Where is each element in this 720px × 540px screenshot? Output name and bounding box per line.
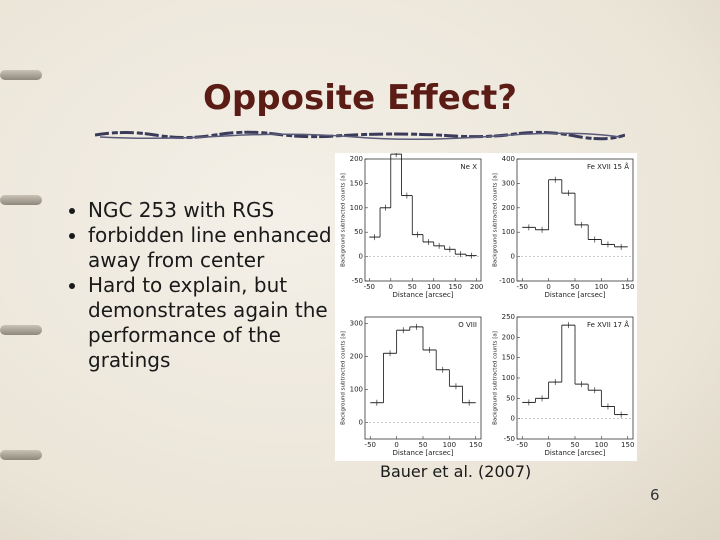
y-tick-label: 200: [502, 204, 515, 212]
panel-label: Fe XVII 15 Å: [587, 162, 629, 171]
y-tick-label: 300: [350, 320, 363, 328]
y-tick-label: 100: [350, 386, 363, 394]
y-tick-label: 200: [350, 353, 363, 361]
y-tick-label: 100: [350, 204, 363, 212]
y-tick-label: 100: [502, 374, 515, 382]
y-tick-label: 0: [511, 253, 515, 261]
x-tick-label: 150: [621, 283, 634, 291]
x-tick-label: 50: [419, 441, 428, 449]
x-tick-label: 0: [389, 283, 393, 291]
y-tick-label: 200: [350, 155, 363, 163]
y-tick-label: 250: [502, 313, 515, 321]
page-number: 6: [650, 486, 660, 504]
x-tick-label: 150: [449, 283, 462, 291]
x-tick-label: -50: [364, 283, 375, 291]
bullet: forbidden line enhanced away from center: [88, 223, 350, 273]
y-tick-label: 400: [502, 155, 515, 163]
y-tick-label: 0: [511, 415, 515, 423]
binder-hole: [0, 325, 42, 335]
x-tick-label: 0: [546, 283, 550, 291]
binder-hole: [0, 70, 42, 80]
bullet: Hard to explain, but demonstrates again …: [88, 273, 350, 373]
x-tick-label: 100: [443, 441, 456, 449]
x-axis-label: Distance [arcsec]: [393, 449, 454, 457]
y-tick-label: -100: [499, 277, 515, 285]
y-tick-label: 0: [359, 253, 363, 261]
x-tick-label: -50: [365, 441, 376, 449]
title-rule: [95, 130, 625, 141]
bullet: NGC 253 with RGS: [88, 198, 350, 223]
y-axis-label: Background subtracted counts [a]: [341, 331, 347, 425]
caption: Bauer et al. (2007): [380, 462, 532, 481]
binder-hole: [0, 450, 42, 460]
x-tick-label: 0: [546, 441, 550, 449]
y-tick-label: 0: [359, 419, 363, 427]
y-tick-label: 300: [502, 179, 515, 187]
x-tick-label: 50: [571, 441, 580, 449]
x-tick-label: 100: [595, 441, 608, 449]
y-tick-label: 50: [354, 228, 363, 236]
panel-label: Fe XVII 17 Å: [587, 320, 629, 329]
x-axis-label: Distance [arcsec]: [393, 291, 454, 299]
y-tick-label: 100: [502, 228, 515, 236]
x-tick-label: -50: [517, 283, 528, 291]
x-tick-label: 150: [469, 441, 482, 449]
x-tick-label: 200: [470, 283, 483, 291]
x-tick-label: -50: [517, 441, 528, 449]
plot-frame: [364, 158, 482, 282]
x-axis-label: Distance [arcsec]: [545, 449, 606, 457]
x-tick-label: 100: [427, 283, 440, 291]
x-axis-label: Distance [arcsec]: [545, 291, 606, 299]
y-axis-label: Background subtracted counts [a]: [493, 331, 499, 425]
y-tick-label: 150: [502, 354, 515, 362]
bullet-list: NGC 253 with RGSforbidden line enhanced …: [56, 198, 350, 373]
y-tick-label: 150: [350, 179, 363, 187]
x-tick-label: 100: [595, 283, 608, 291]
x-tick-label: 150: [621, 441, 634, 449]
x-tick-label: 50: [408, 283, 417, 291]
panel-label: O VIII: [458, 321, 477, 329]
y-axis-label: Background subtracted counts [a]: [493, 173, 499, 267]
y-tick-label: 50: [506, 394, 515, 402]
x-tick-label: 50: [571, 283, 580, 291]
y-tick-label: 200: [502, 333, 515, 341]
slide-title: Opposite Effect?: [203, 78, 517, 118]
y-tick-label: -50: [352, 277, 363, 285]
binder-hole: [0, 195, 42, 205]
panel-label: Ne X: [460, 163, 477, 171]
y-tick-label: -50: [504, 435, 515, 443]
y-axis-label: Background subtracted counts [a]: [341, 173, 347, 267]
x-tick-label: 0: [394, 441, 398, 449]
figure: -50 0 50 100 150 200 -50 0 50 100 150 200 Distance […: [335, 153, 637, 461]
